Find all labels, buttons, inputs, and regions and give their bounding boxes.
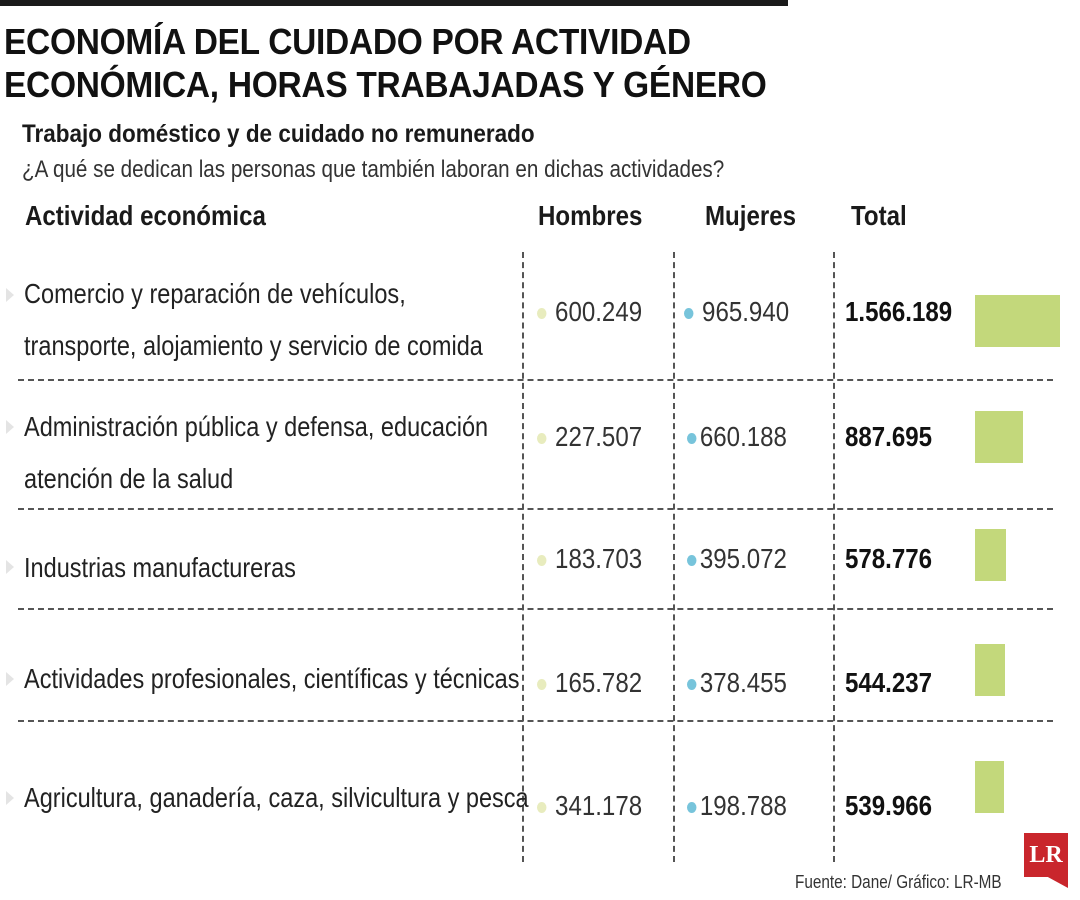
row-activity-line-2: atención de la salud	[24, 463, 234, 494]
row-total-value: 1.566.189	[845, 296, 953, 327]
row-total-value: 539.966	[845, 790, 933, 821]
row-women-value: 198.788	[687, 790, 787, 822]
row-marker-icon	[6, 791, 14, 805]
row-marker-icon	[6, 420, 14, 434]
row-total-value: 887.695	[845, 421, 933, 452]
row-women-value: 660.188	[687, 421, 787, 453]
row-activity-label: Administración pública y defensa, educac…	[24, 401, 489, 505]
row-activity-label: Actividades profesionales, científicas y…	[24, 653, 520, 705]
row-women-value: 378.455	[687, 667, 787, 699]
women-dot-icon	[687, 802, 697, 814]
row-divider-4	[18, 720, 1053, 722]
women-dot-icon	[687, 433, 697, 445]
row-total-bar	[975, 644, 1005, 696]
title-line-1: ECONOMÍA DEL CUIDADO POR ACTIVIDAD	[4, 21, 691, 62]
row-women-value: 395.072	[687, 543, 787, 575]
chart-subtitle: Trabajo doméstico y de cuidado no remune…	[22, 120, 535, 148]
column-divider-2	[673, 252, 675, 862]
row-men-value: 600.249	[537, 296, 642, 328]
row-activity-line-1: Comercio y reparación de vehículos,	[24, 278, 406, 309]
column-divider-3	[833, 252, 835, 862]
row-men-value: 227.507	[537, 421, 642, 453]
chart-question: ¿A qué se dedican las personas que tambi…	[22, 156, 725, 183]
row-activity-line-2: transporte, alojamiento y servicio de co…	[24, 330, 483, 361]
men-value-text: 600.249	[555, 296, 643, 327]
women-dot-icon	[687, 555, 697, 567]
men-dot-icon	[537, 308, 547, 320]
column-header-total: Total	[851, 200, 907, 231]
men-value-text: 183.703	[555, 543, 643, 574]
women-dot-icon	[684, 308, 694, 320]
men-dot-icon	[537, 433, 547, 445]
women-value-text: 378.455	[699, 667, 787, 698]
men-dot-icon	[537, 679, 547, 691]
row-activity-label: Comercio y reparación de vehículos, tran…	[24, 268, 483, 372]
lr-logo-tail	[1046, 876, 1068, 888]
women-value-text: 660.188	[699, 421, 787, 452]
row-total-value: 544.237	[845, 667, 933, 698]
men-value-text: 341.178	[555, 790, 643, 821]
lr-logo: LR	[1024, 833, 1068, 877]
chart-title: ECONOMÍA DEL CUIDADO POR ACTIVIDAD ECONÓ…	[4, 20, 767, 106]
title-line-2: ECONÓMICA, HORAS TRABAJADAS Y GÉNERO	[4, 64, 767, 105]
women-value-text: 965.940	[702, 296, 790, 327]
row-total-value: 578.776	[845, 543, 933, 574]
row-total-bar	[975, 295, 1060, 347]
row-marker-icon	[6, 560, 14, 574]
row-men-value: 183.703	[537, 543, 642, 575]
column-header-women: Mujeres	[705, 200, 797, 231]
row-divider-1	[18, 379, 1053, 381]
row-total-bar	[975, 411, 1023, 463]
men-value-text: 165.782	[555, 667, 643, 698]
row-divider-3	[18, 608, 1053, 610]
row-men-value: 165.782	[537, 667, 642, 699]
top-rule	[0, 0, 788, 6]
women-dot-icon	[687, 679, 697, 691]
row-women-value: 965.940	[684, 296, 789, 328]
column-header-activity: Actividad económica	[25, 200, 266, 231]
row-activity-line-1: Industrias manufactureras	[24, 552, 296, 583]
column-divider-1	[522, 252, 524, 862]
women-value-text: 198.788	[699, 790, 787, 821]
row-activity-line-1: Agricultura, ganadería, caza, silvicultu…	[24, 782, 529, 813]
row-total-bar	[975, 529, 1006, 581]
row-activity-line-1: Actividades profesionales, científicas y…	[24, 663, 520, 694]
row-activity-line-1: Administración pública y defensa, educac…	[24, 411, 489, 442]
men-value-text: 227.507	[555, 421, 643, 452]
row-divider-2	[18, 508, 1053, 510]
row-activity-label: Industrias manufactureras	[24, 542, 444, 594]
row-total-bar	[975, 761, 1004, 813]
row-marker-icon	[6, 288, 14, 302]
men-dot-icon	[537, 555, 547, 567]
column-header-men: Hombres	[538, 200, 643, 231]
row-marker-icon	[6, 672, 14, 686]
row-activity-label: Agricultura, ganadería, caza, silvicultu…	[24, 772, 529, 824]
row-men-value: 341.178	[537, 790, 642, 822]
men-dot-icon	[537, 802, 547, 814]
source-note: Fuente: Dane/ Gráfico: LR-MB	[795, 872, 1002, 892]
women-value-text: 395.072	[699, 543, 787, 574]
